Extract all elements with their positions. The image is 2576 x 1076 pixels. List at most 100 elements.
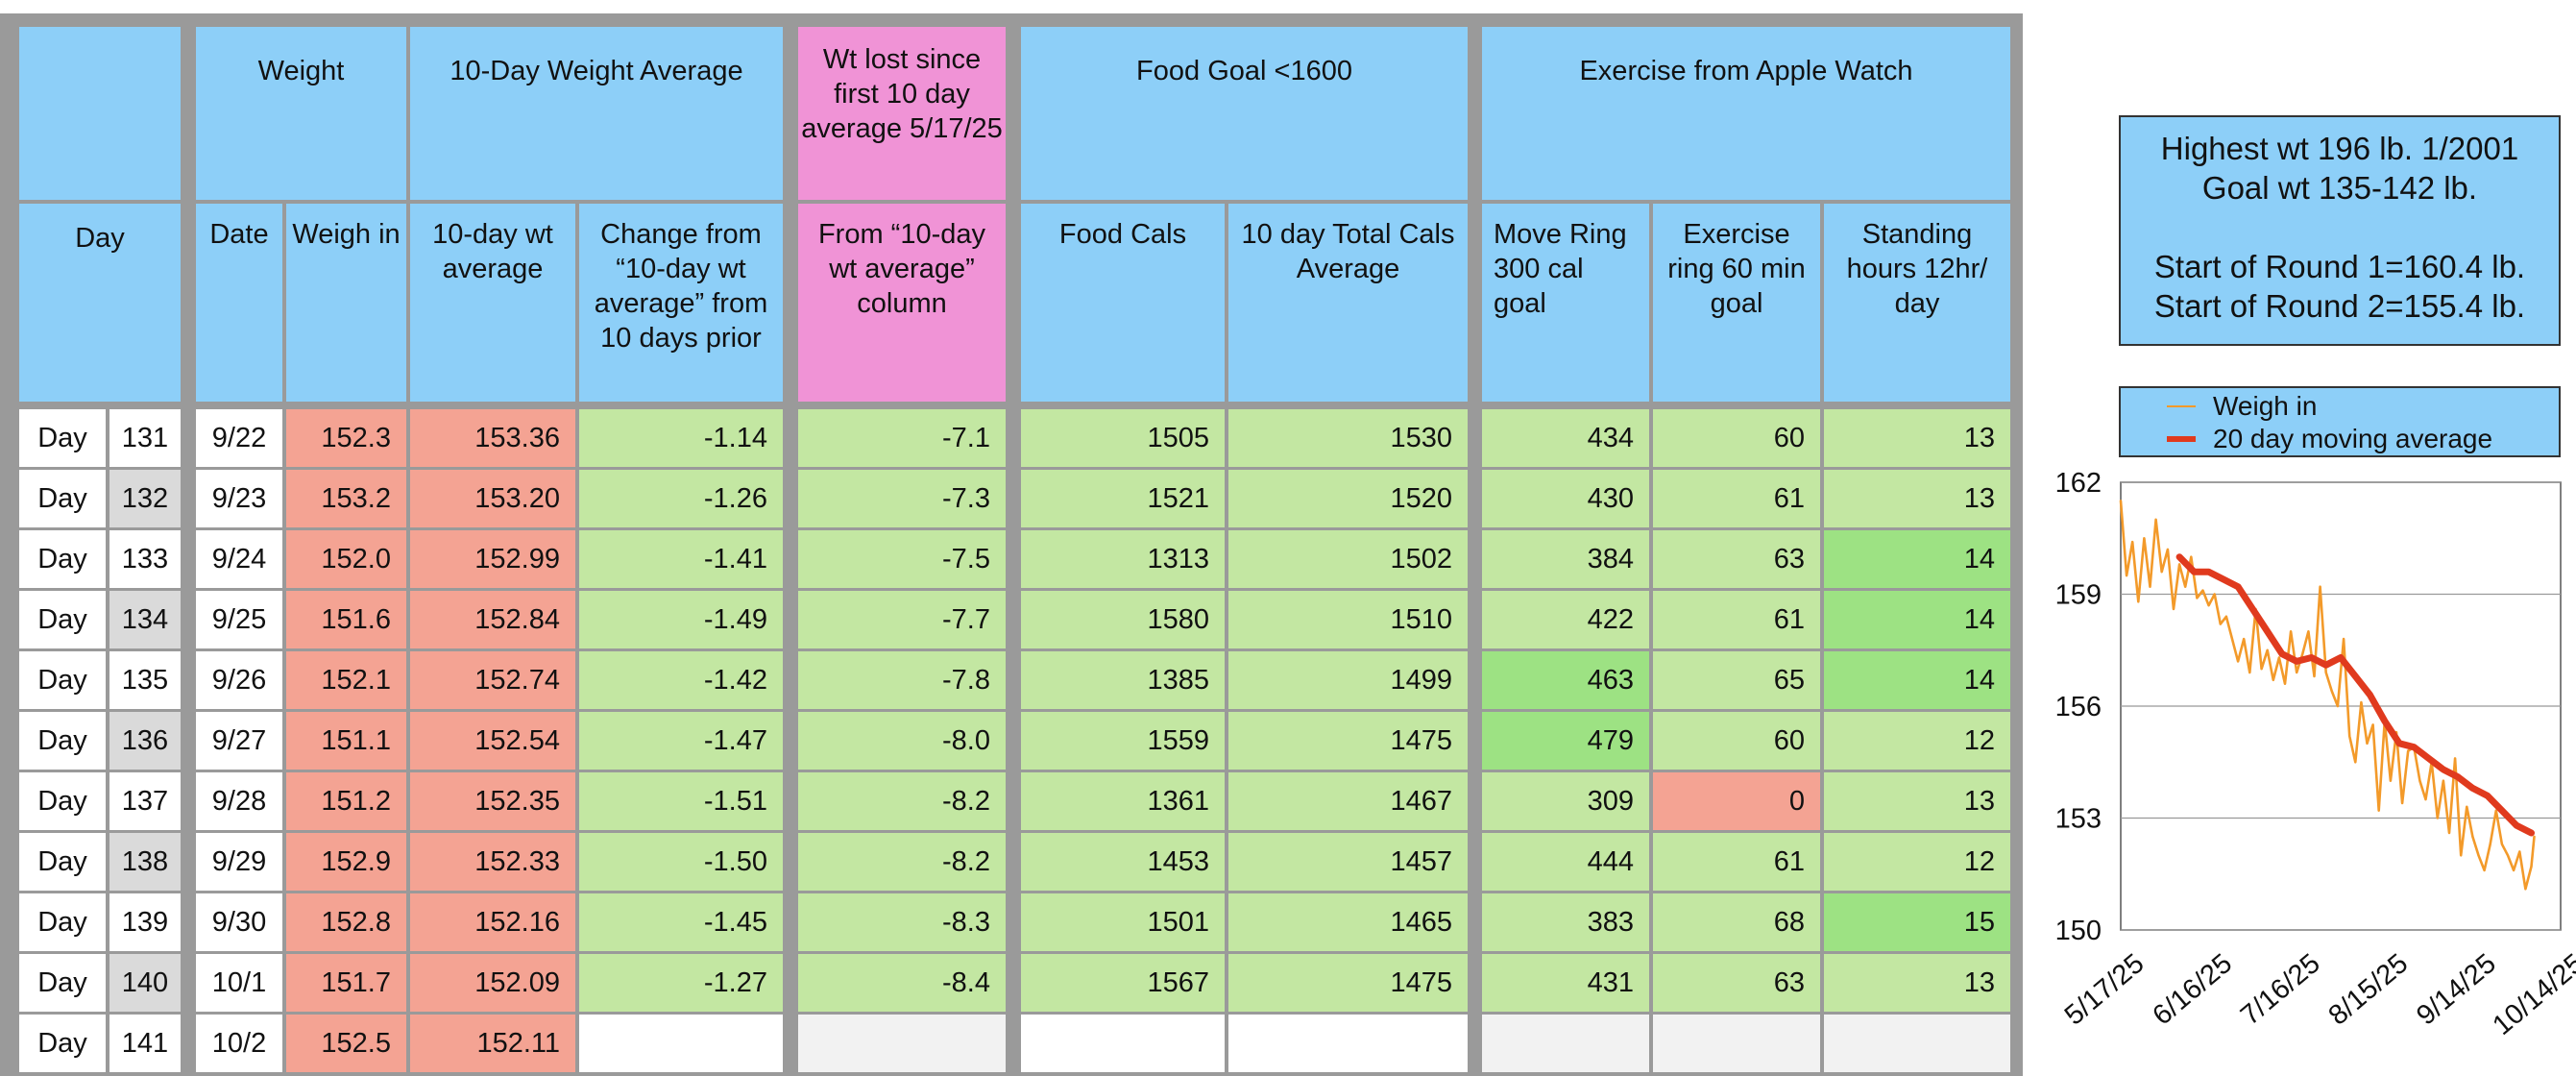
day-number-cell: 131 [109, 409, 181, 467]
x-tick-label: 5/17/25 [2059, 948, 2151, 1032]
day-number-cell: 132 [109, 470, 181, 527]
chart-y-axis: 150 153 156 159 162 [2055, 468, 2102, 946]
move-ring-cell: 431 [1482, 954, 1649, 1012]
day-label-cell: Day [19, 954, 106, 1012]
standing-hours-cell: 12 [1824, 833, 2010, 891]
standing-hours-cell: 13 [1824, 409, 2010, 467]
wtlost-group-header: Wt lost since first 10 day average 5/17/… [798, 27, 1006, 200]
move-ring-cell: 430 [1482, 470, 1649, 527]
avg-cell: 152.99 [410, 530, 575, 588]
total-cals-cell: 1530 [1228, 409, 1468, 467]
legend-swatch-weigh-in [2167, 405, 2196, 407]
move-ring-cell: 479 [1482, 712, 1649, 770]
y-tick-label: 153 [2055, 804, 2102, 835]
date-cell: 9/27 [196, 712, 282, 770]
tracking-spreadsheet: Weight 10-Day Weight Average Wt lost since… [0, 13, 2023, 1076]
day-column-header: Day [19, 204, 181, 402]
wt-lost-cell: -8.2 [798, 772, 1006, 830]
legend-label-weigh-in: Weigh in [2213, 391, 2318, 421]
wt-lost-cell: -7.7 [798, 591, 1006, 648]
exercise-ring-cell: 68 [1653, 893, 1820, 951]
move-ring-cell: 309 [1482, 772, 1649, 830]
avg-cell: 152.54 [410, 712, 575, 770]
day-label-cell: Day [19, 530, 106, 588]
info-highest-weight: Highest wt 196 lb. 1/2001 [2160, 131, 2519, 166]
exercise-ring-cell: 0 [1653, 772, 1820, 830]
exercise-group-header: Exercise from Apple Watch [1482, 27, 2010, 200]
avg-column-header: 10-day wt average [410, 204, 575, 402]
standing-hours-cell: 12 [1824, 712, 2010, 770]
standing-hours-cell [1824, 1015, 2010, 1072]
chart-legend: Weigh in 20 day moving average [2119, 386, 2561, 457]
exercise-ring-cell [1653, 1015, 1820, 1072]
avg10-group-header: 10-Day Weight Average [410, 27, 783, 200]
standing-hours-cell: 13 [1824, 954, 2010, 1012]
info-round1-start: Start of Round 1=160.4 lb. [2153, 249, 2526, 284]
info-round2-start: Start of Round 2=155.4 lb. [2153, 288, 2526, 324]
food-cals-cell: 1361 [1021, 772, 1225, 830]
weigh-in-cell: 152.0 [286, 530, 406, 588]
exercise-ring-cell: 60 [1653, 712, 1820, 770]
wt-lost-cell: -7.3 [798, 470, 1006, 527]
weigh-in-cell: 151.1 [286, 712, 406, 770]
wt-lost-cell: -8.0 [798, 712, 1006, 770]
move-ring-column-header: Move Ring 300 cal goal [1482, 204, 1649, 402]
date-cell: 9/29 [196, 833, 282, 891]
exercise-ring-cell: 60 [1653, 409, 1820, 467]
food-cals-cell: 1567 [1021, 954, 1225, 1012]
day-number-cell: 137 [109, 772, 181, 830]
day-number-cell: 135 [109, 651, 181, 709]
food-cals-cell: 1521 [1021, 470, 1225, 527]
date-cell: 10/1 [196, 954, 282, 1012]
day-label-cell: Day [19, 409, 106, 467]
weigh-in-cell: 151.6 [286, 591, 406, 648]
standing-hours-cell: 14 [1824, 530, 2010, 588]
date-cell: 9/22 [196, 409, 282, 467]
move-ring-cell: 384 [1482, 530, 1649, 588]
chart-grid [2120, 481, 2562, 931]
info-text-box: Highest wt 196 lb. 1/2001 Goal wt 135-14… [2119, 115, 2561, 346]
weighin-column-header: Weigh in [286, 204, 406, 402]
change-cell: -1.14 [579, 409, 783, 467]
standing-hours-cell: 13 [1824, 470, 2010, 527]
food-cals-column-header: Food Cals [1021, 204, 1225, 402]
avg-cell: 152.33 [410, 833, 575, 891]
y-tick-label: 150 [2055, 916, 2102, 946]
wt-lost-cell: -7.8 [798, 651, 1006, 709]
food-cals-cell: 1453 [1021, 833, 1225, 891]
y-tick-label: 162 [2055, 468, 2102, 499]
wt-lost-cell [798, 1015, 1006, 1072]
weigh-in-cell: 152.9 [286, 833, 406, 891]
day-number-cell: 139 [109, 893, 181, 951]
date-cell: 10/2 [196, 1015, 282, 1072]
date-cell: 9/23 [196, 470, 282, 527]
change-cell: -1.49 [579, 591, 783, 648]
food-cals-cell: 1580 [1021, 591, 1225, 648]
chart-plot-area [2119, 500, 2536, 891]
date-cell: 9/25 [196, 591, 282, 648]
food-group-header: Food Goal <1600 [1021, 27, 1468, 200]
x-tick-label: 6/16/25 [2147, 948, 2238, 1032]
y-tick-label: 159 [2055, 580, 2102, 611]
change-cell [579, 1015, 783, 1072]
weight-group-header: Weight [196, 27, 406, 200]
avg-cell: 153.20 [410, 470, 575, 527]
date-cell: 9/30 [196, 893, 282, 951]
move-ring-cell: 422 [1482, 591, 1649, 648]
total-cals-cell: 1467 [1228, 772, 1468, 830]
day-label-cell: Day [19, 591, 106, 648]
food-cals-cell: 1501 [1021, 893, 1225, 951]
day-label-cell: Day [19, 651, 106, 709]
change-cell: -1.51 [579, 772, 783, 830]
avg-cell: 152.74 [410, 651, 575, 709]
day-label-cell: Day [19, 470, 106, 527]
total-cals-cell: 1457 [1228, 833, 1468, 891]
weigh-in-series-line [2119, 500, 2536, 891]
date-cell: 9/26 [196, 651, 282, 709]
move-ring-cell: 383 [1482, 893, 1649, 951]
change-cell: -1.50 [579, 833, 783, 891]
food-cals-cell: 1559 [1021, 712, 1225, 770]
move-ring-cell: 463 [1482, 651, 1649, 709]
total-cals-cell: 1475 [1228, 954, 1468, 1012]
legend-swatch-moving-average [2167, 436, 2196, 442]
